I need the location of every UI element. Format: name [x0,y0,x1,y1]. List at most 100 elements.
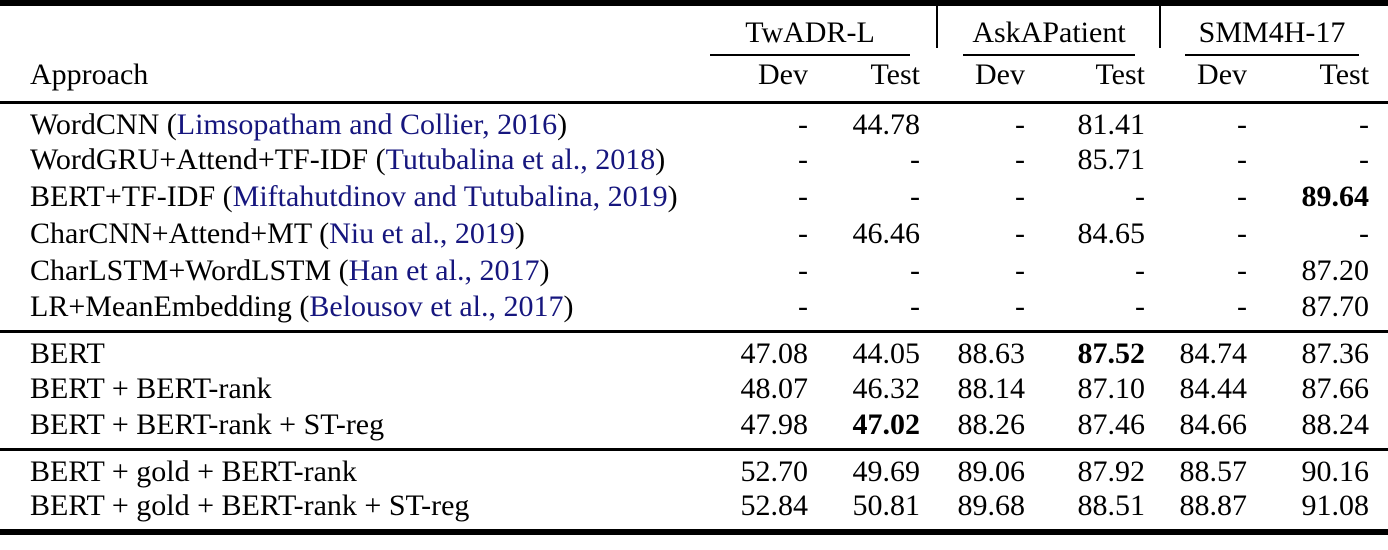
citation-link[interactable]: Limsopatham and Collier, 2016 [176,107,558,141]
approach-label: CharLSTM+WordLSTM [30,254,332,287]
dataset-header-row: TwADR-L AskAPatient SMM4H-17 [0,3,1388,56]
dataset-label: TwADR-L [710,16,910,56]
value-cell: 91.08 [1301,488,1370,522]
value-cell: 88.24 [1301,407,1370,441]
group-header-smm4h-17: SMM4H-17 [1175,3,1369,56]
value-cell: - [1359,217,1370,250]
section-prior-work: WordCNN (Limsopatham and Collier, 2016) -… [0,102,1388,331]
group-separator [920,3,953,56]
value-cell: - [1237,143,1248,176]
group-separator [1145,102,1175,142]
value-cell: 87.36 [1301,336,1370,370]
approach-column-header: Approach [30,57,149,91]
dataset-label: SMM4H-17 [1185,16,1360,56]
value-cell: 81.41 [1077,107,1146,141]
dataset-label: AskAPatient [963,16,1136,56]
value-cell: - [1237,180,1248,213]
table-row: BERT + BERT-rank + ST-reg 47.98 47.02 88.26… [0,408,1388,450]
value-cell: 48.07 [740,372,809,405]
right-margin-spacer [1369,489,1388,532]
table-row: BERT + BERT-rank 48.07 46.32 88.14 87.10 84.4… [0,371,1388,408]
group-separator [920,449,953,489]
table-row: BERT + gold + BERT-rank + ST-reg 52.84 50.… [0,489,1388,532]
group-separator [1145,290,1175,332]
value-cell: 52.84 [740,488,809,522]
value-cell: - [910,289,920,323]
group-separator [920,56,953,102]
citation-link[interactable]: Han et al., 2017 [348,254,540,287]
approach-cell: WordGRU+Attend+TF-IDF (Tutubalina et al.… [30,143,666,176]
right-margin-spacer [1369,142,1388,179]
group-separator [920,179,953,216]
separator-bar [1159,6,1162,48]
value-cell: - [798,254,808,287]
group-separator [920,142,953,179]
value-cell: 87.92 [1077,454,1146,488]
right-margin-spacer [1369,408,1388,450]
group-separator [1145,179,1175,216]
group-separator [1145,408,1175,450]
value-cell: - [1237,107,1248,141]
separator-bar [935,6,938,48]
group-separator [920,489,953,532]
approach-label: WordGRU+Attend+TF-IDF [30,143,369,176]
group-separator [920,371,953,408]
value-cell: 84.44 [1179,372,1248,405]
value-cell: 88.14 [957,372,1026,405]
value-cell: 90.16 [1301,454,1370,488]
approach-cell: BERT + BERT-rank [0,371,700,408]
value-cell: - [1015,143,1025,176]
value-cell: - [910,254,920,287]
col-header-test: Test [1095,57,1146,91]
approach-label: LR+MeanEmbedding [30,289,292,323]
value-cell: 44.05 [852,336,921,370]
group-header-askapatient: AskAPatient [953,3,1145,56]
table-row: WordGRU+Attend+TF-IDF (Tutubalina et al.… [0,142,1388,179]
value-cell: 89.64 [1301,180,1370,213]
col-header-test: Test [870,57,920,91]
value-cell: - [1015,254,1025,287]
approach-cell: BERT+TF-IDF (Miftahutdinov and Tutubalin… [30,180,678,213]
value-cell: - [1135,180,1146,213]
approach-cell: WordCNN (Limsopatham and Collier, 2016) [30,107,568,141]
value-cell: 46.46 [852,217,921,250]
approach-label: BERT+TF-IDF [30,180,216,213]
value-cell: - [1135,254,1146,287]
value-cell: - [1359,143,1370,176]
group-separator [920,290,953,332]
col-header-test: Test [1319,57,1370,91]
value-cell: 87.20 [1301,254,1370,287]
table-row: CharCNN+Attend+MT (Niu et al., 2019) - 46.… [0,216,1388,253]
approach-cell: LR+MeanEmbedding (Belousov et al., 2017) [30,289,574,323]
right-margin-spacer [1369,371,1388,408]
value-cell: 85.71 [1077,143,1146,176]
citation-link[interactable]: Miftahutdinov and Tutubalina, 2019 [232,180,668,213]
approach-label: BERT [30,336,105,370]
value-cell: 52.70 [740,454,809,488]
citation-link[interactable]: Niu et al., 2019 [329,217,515,250]
group-separator [1145,253,1175,290]
group-separator [1145,216,1175,253]
right-margin-spacer [1369,216,1388,253]
approach-cell: CharCNN+Attend+MT (Niu et al., 2019) [30,217,525,250]
citation-link[interactable]: Belousov et al., 2017 [309,289,564,323]
right-margin-spacer [1369,290,1388,332]
value-cell: - [798,143,808,176]
value-cell: 89.06 [957,454,1026,488]
approach-label: WordCNN [30,107,160,141]
value-cell: - [1237,289,1248,323]
approach-cell: CharLSTM+WordLSTM (Han et al., 2017) [30,254,550,287]
approach-label: BERT + BERT-rank [30,372,272,405]
group-separator [920,331,953,371]
value-cell: 46.32 [852,372,921,405]
value-cell: - [1359,107,1370,141]
value-cell: - [910,180,920,213]
value-cell: 44.78 [852,107,921,141]
group-separator [920,216,953,253]
right-margin-spacer [1369,56,1388,102]
table-row: BERT+TF-IDF (Miftahutdinov and Tutubalin… [0,179,1388,216]
citation-link[interactable]: Tutubalina et al., 2018 [385,143,656,176]
value-cell: 87.46 [1077,407,1146,441]
group-separator [1145,142,1175,179]
approach-label: CharCNN+Attend+MT [30,217,312,250]
